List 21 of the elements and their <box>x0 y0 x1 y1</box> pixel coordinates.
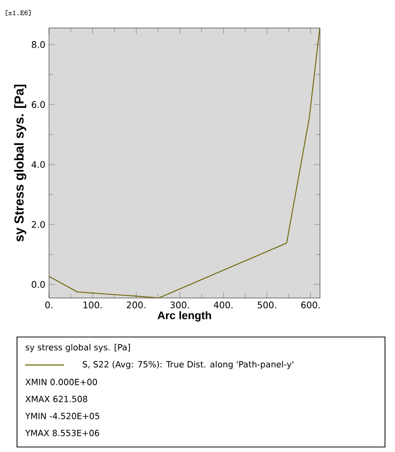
x-tick-label: 100. <box>84 302 102 308</box>
y-tick-label: 4.0 <box>32 161 45 168</box>
x-tick-label: 200. <box>126 302 146 308</box>
y-tick-label: 2.0 <box>32 221 45 228</box>
x-axis-title: Arc length <box>158 311 211 322</box>
y-tick-label: 0.0 <box>32 281 45 288</box>
y-axis-title: sy Stress global sys. [Pa] <box>14 84 26 242</box>
text: XMIN 0.000E+00 <box>25 378 97 386</box>
legend-title: sy stress global sys. [Pa] <box>26 344 130 352</box>
text: XMAX 621.508 <box>25 396 88 402</box>
x-tick-label: 500. <box>258 302 276 308</box>
x-tick-label: 400. <box>214 302 232 308</box>
x-tick-label: 300. <box>170 302 189 308</box>
text: YMAX 8.553E+06 <box>25 430 100 436</box>
text: YMIN -4.520E+05 <box>25 412 100 420</box>
x-tick-label: 0. <box>45 302 52 308</box>
y-tick-label: 8.0 <box>32 41 45 48</box>
line-series <box>49 28 320 298</box>
x-tick-label: 600. <box>301 302 320 308</box>
y-tick-label: 6.0 <box>32 101 45 108</box>
legend-label: S, S22 (Avg: 75%): True Dist. along 'Path-panel-y' <box>82 360 294 370</box>
